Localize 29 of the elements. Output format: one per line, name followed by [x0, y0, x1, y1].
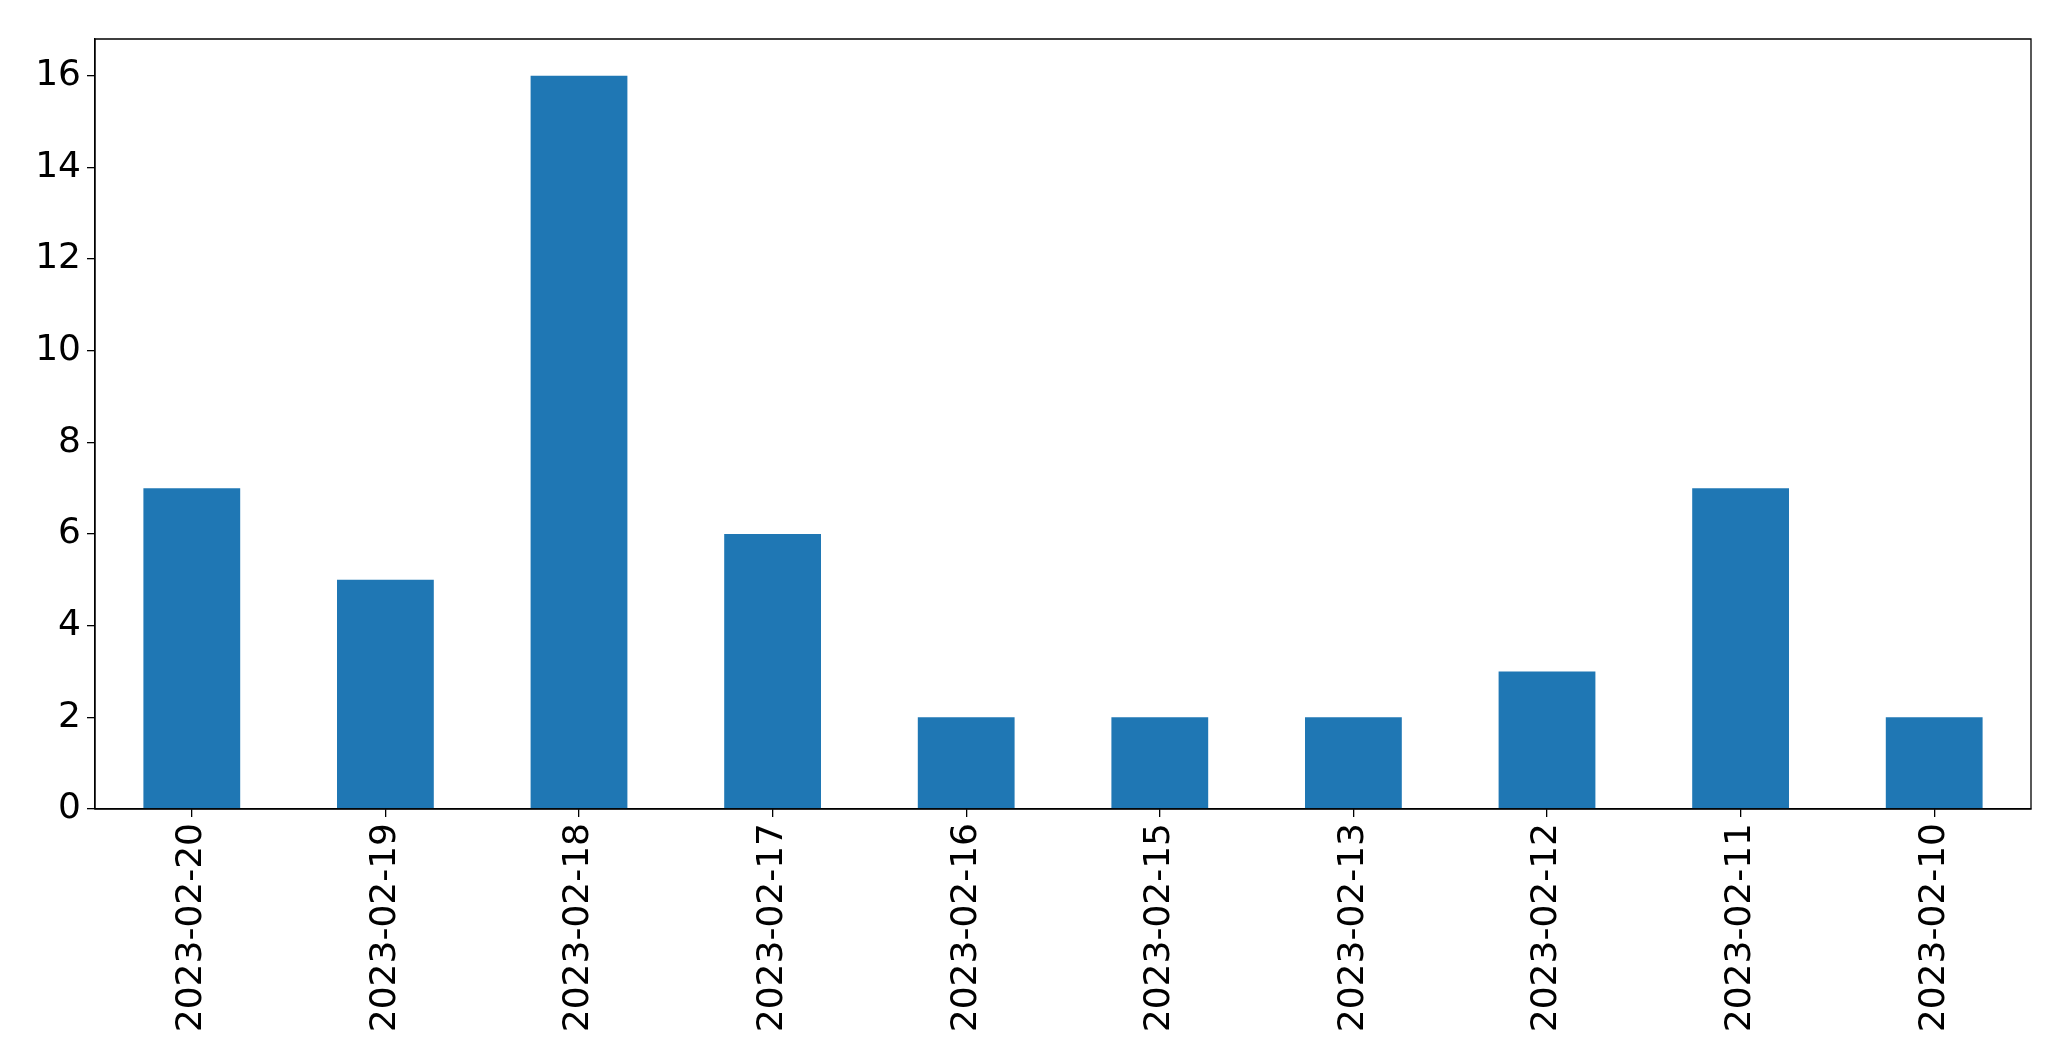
y-tick-label: 2 [58, 693, 81, 735]
bar [530, 75, 628, 809]
x-tick-label: 2023-02-12 [1523, 823, 1565, 1033]
x-tick-label: 2023-02-15 [1136, 823, 1178, 1033]
bar [337, 579, 434, 809]
x-tick-label: 2023-02-19 [361, 823, 403, 1033]
x-tick-label: 2023-02-18 [555, 823, 597, 1033]
y-tick-label: 4 [58, 602, 81, 644]
bar [143, 488, 241, 809]
bar [1885, 717, 1983, 809]
y-tick-label: 14 [35, 143, 81, 185]
y-tick-label: 16 [35, 52, 81, 94]
y-tick-label: 8 [58, 418, 81, 460]
bar [1305, 717, 1402, 809]
y-tick-label: 0 [58, 785, 81, 827]
y-tick-label: 12 [35, 235, 81, 277]
x-tick-label: 2023-02-17 [748, 823, 790, 1033]
x-tick-label: 2023-02-16 [942, 823, 984, 1033]
bar [724, 534, 821, 809]
bar [1498, 671, 1596, 809]
x-tick-label: 2023-02-10 [1910, 823, 1952, 1033]
y-tick-label: 10 [35, 327, 81, 369]
x-tick-label: 2023-02-11 [1716, 823, 1758, 1033]
x-tick-label: 2023-02-13 [1329, 823, 1371, 1033]
bar [917, 717, 1015, 809]
bar [1111, 717, 1209, 809]
bar [1692, 488, 1789, 809]
y-tick-label: 6 [58, 510, 81, 552]
x-tick-label: 2023-02-20 [168, 823, 210, 1033]
